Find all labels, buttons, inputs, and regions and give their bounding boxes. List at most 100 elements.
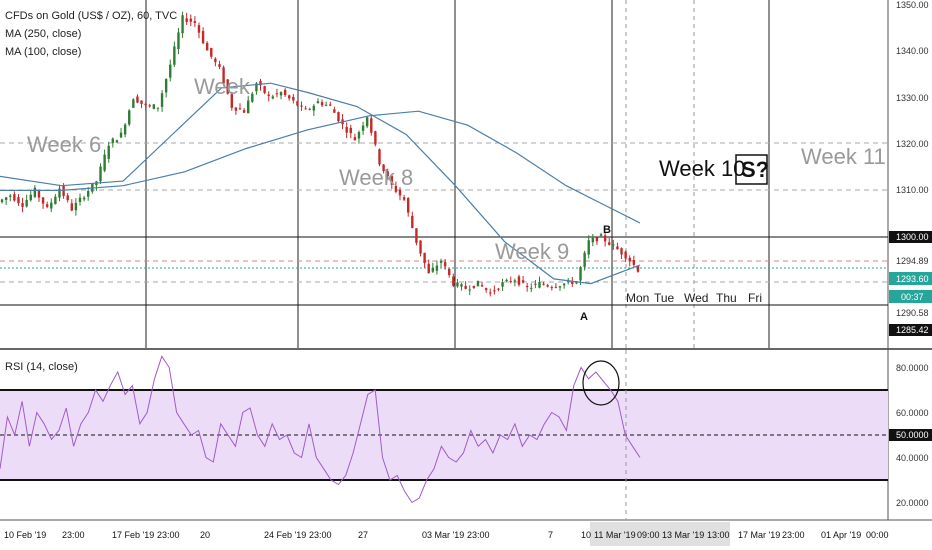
price-tick: 1330.00 [896,93,929,103]
candle-body [493,290,496,292]
candle-body [78,197,82,202]
candle-body [115,140,119,143]
candle-body [132,99,135,109]
price-tick: 1285.42 [896,325,929,335]
candle-body [0,199,4,203]
candle-body [583,252,586,267]
candle-body [345,127,348,133]
candle-body [370,118,373,133]
candle-body [546,285,549,287]
candle-body [435,265,439,271]
candle-body [177,32,180,50]
candle-body [119,132,123,138]
rsi-tick: 40.0000 [896,453,929,463]
price-tick: 1310.00 [896,185,929,195]
candle-body [205,42,209,51]
point-b-label: B [603,224,611,236]
candle-body [394,185,398,192]
date-tick: 13 Mar '19 [662,530,704,540]
candle-body [9,195,12,197]
candle-body [164,78,168,93]
candle-body [144,103,147,106]
price-tick: 1294.89 [896,256,929,266]
day-tue: Tue [654,291,675,305]
candle-body [636,266,640,272]
candle-body [267,94,270,96]
candle-body [575,281,578,284]
candle-body [283,89,287,96]
candle-body [218,64,221,67]
date-tick: 20 [200,530,210,540]
candle-body [128,110,131,125]
candle-body [480,285,484,287]
current-price-tag [889,272,932,285]
ma-100-line [0,82,641,285]
current-price: 1293.60 [896,274,929,284]
candle-body [431,267,435,272]
date-tick: 10 Feb '19 [4,530,46,540]
candle-body [386,171,389,177]
rsi-legend: RSI (14, close) [5,361,78,373]
candle-body [443,262,447,267]
candle-body [460,284,463,287]
date-tick: 23:00 [62,530,85,540]
candle-body [562,283,566,286]
candle-body [538,281,541,288]
rsi-line [0,355,641,504]
candle-body [275,93,279,95]
s-box [735,154,768,185]
candle-body [324,104,328,106]
candle-body [452,276,455,286]
candle-body [45,204,49,207]
candle-body [251,93,254,102]
countdown: 00:37 [901,292,924,302]
date-tick: 17 Mar '19 [738,530,780,540]
candle-body [365,117,369,127]
candle-body [181,15,184,34]
week-8-label: Week 8 [339,165,413,190]
candle-body [357,132,361,139]
candle-body [210,48,213,57]
date-tick: 03 Mar '19 [422,530,464,540]
candle-body [148,105,151,107]
candle-body [550,287,553,289]
candle-body [33,187,37,197]
candle-body [185,18,188,22]
price-tick: 1340.00 [896,46,929,56]
candle-body [54,196,57,205]
candle-body [361,125,365,131]
rsi-tick: 50.0000 [896,430,929,440]
candle-body [398,189,402,196]
candle-body [489,292,492,294]
candle-body [505,279,508,281]
candle-body [513,280,517,282]
day-thu: Thu [716,291,737,305]
candle-body [288,95,291,99]
week-10-label: Week 10 [659,156,745,181]
candle-body [222,67,225,84]
price-candles [0,11,640,297]
candle-body [107,145,110,159]
ma-250-line [0,110,641,224]
horizontal-levels [0,142,888,306]
candle-body [17,197,20,204]
date-tick: 27 [358,530,368,540]
candle-body [4,197,8,201]
candle-body [25,200,28,207]
candle-body [517,276,521,285]
day-mon: Mon [626,291,649,305]
day-wed: Wed [684,291,708,305]
date-tick: 23:00 [782,530,805,540]
candle-body [402,197,406,200]
candle-body [534,283,537,285]
date-tick: 13:00 [707,530,730,540]
candle-body [152,104,156,109]
candle-body [329,104,332,106]
date-tick: 7 [548,530,553,540]
candle-body [242,110,246,113]
date-highlight [590,522,730,546]
candle-body [140,100,143,104]
candle-body [304,108,307,110]
candle-body [382,164,385,172]
candle-body [37,190,41,198]
